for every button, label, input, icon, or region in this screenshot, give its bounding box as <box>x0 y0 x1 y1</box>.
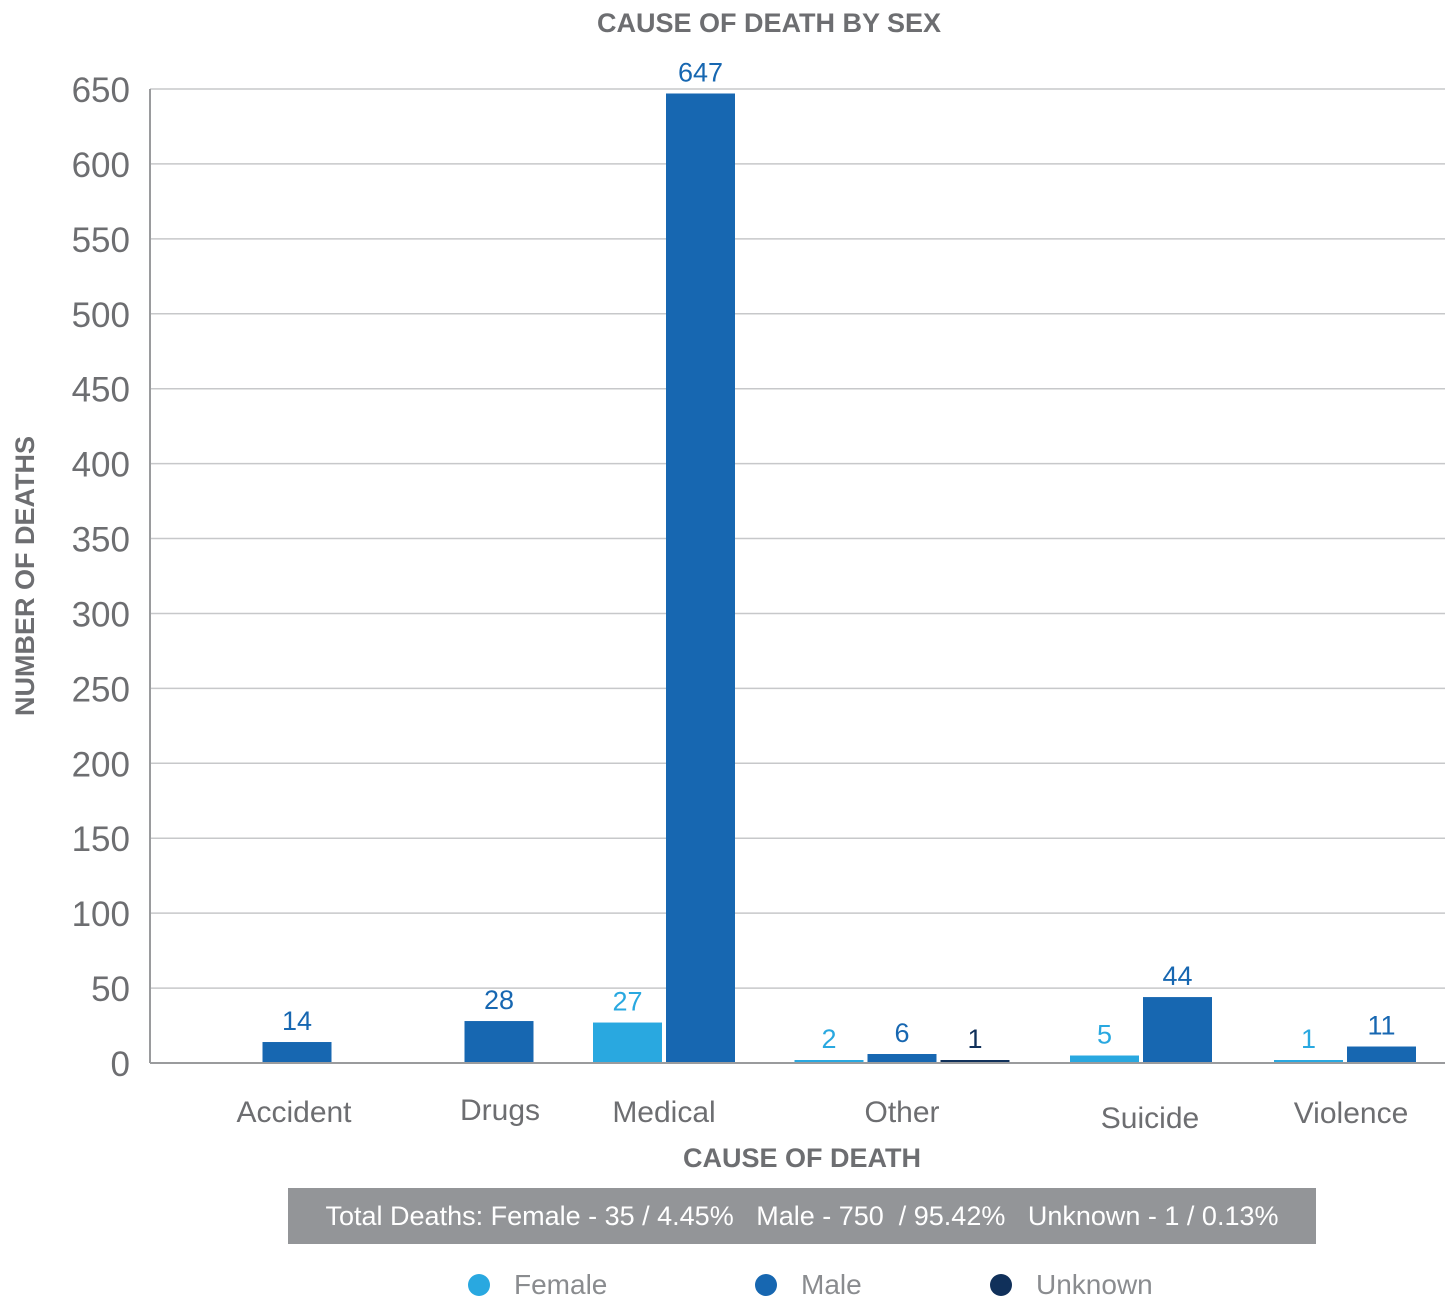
y-tick-label: 250 <box>72 670 130 709</box>
x-tick-label: Suicide <box>1101 1102 1199 1135</box>
legend-label-male: Male <box>801 1269 862 1300</box>
x-axis-ticks: Accident Drugs Medical Other Suicide Violence <box>236 1094 1408 1135</box>
legend-label-unknown: Unknown <box>1036 1269 1153 1300</box>
bar-male-medical <box>666 93 735 1064</box>
y-tick-label: 500 <box>72 296 130 335</box>
data-label: 28 <box>484 985 514 1015</box>
data-label: 6 <box>894 1018 909 1048</box>
bar-female-other <box>794 1060 864 1063</box>
data-label: 1 <box>967 1024 982 1054</box>
bar-female-suicide <box>1070 1055 1139 1063</box>
data-label: 1 <box>1301 1024 1316 1054</box>
x-tick-label: Drugs <box>460 1094 540 1127</box>
y-tick-label: 650 <box>72 71 130 110</box>
x-tick-label: Violence <box>1294 1097 1409 1130</box>
legend: Female Male Unknown <box>0 1269 1452 1300</box>
bar-male-suicide <box>1143 997 1212 1063</box>
y-tick-label: 200 <box>72 745 130 784</box>
chart: CAUSE OF DEATH BY SEX 0 50 100 150 200 250 300… <box>10 8 1445 1173</box>
y-tick-label: 350 <box>72 521 130 560</box>
data-label: 27 <box>612 987 642 1017</box>
bar-female-violence <box>1274 1060 1343 1063</box>
legend-item-female: Female <box>468 1269 608 1300</box>
x-tick-label: Other <box>864 1096 939 1129</box>
y-tick-label: 550 <box>72 221 130 260</box>
gridlines <box>150 88 1445 989</box>
x-tick-label: Accident <box>236 1096 352 1129</box>
legend-item-unknown: Unknown <box>990 1269 1153 1300</box>
x-axis-title: CAUSE OF DEATH <box>683 1143 921 1173</box>
bar-female-medical <box>593 1022 662 1063</box>
y-tick-label: 150 <box>72 820 130 859</box>
data-label: 11 <box>1367 1011 1395 1041</box>
chart-title: CAUSE OF DEATH BY SEX <box>597 8 941 38</box>
y-tick-label: 400 <box>72 446 130 485</box>
bar-male-accident <box>262 1042 332 1063</box>
female-swatch-icon <box>468 1274 490 1296</box>
y-tick-label: 300 <box>72 595 130 634</box>
bars <box>262 93 1416 1064</box>
y-axis-ticks: 0 50 100 150 200 250 300 350 400 450 500 550 600 650 <box>72 71 130 1084</box>
legend-label-female: Female <box>514 1269 608 1300</box>
y-tick-label: 450 <box>72 371 130 410</box>
data-label: 647 <box>678 57 723 87</box>
bar-unknown-other <box>940 1060 1010 1063</box>
legend-item-male: Male <box>755 1269 862 1300</box>
y-tick-label: 0 <box>111 1045 130 1084</box>
bar-male-violence <box>1347 1046 1416 1063</box>
y-tick-label: 600 <box>72 146 130 185</box>
bar-male-drugs <box>464 1021 534 1063</box>
total-deaths-summary: Total Deaths: Female - 35 / 4.45% Male -… <box>288 1188 1316 1244</box>
unknown-swatch-icon <box>990 1274 1012 1296</box>
data-label: 44 <box>1162 961 1192 991</box>
data-label: 5 <box>1097 1020 1112 1050</box>
x-tick-label: Medical <box>612 1096 715 1129</box>
data-label: 14 <box>282 1006 312 1036</box>
y-tick-label: 100 <box>72 895 130 934</box>
y-tick-label: 50 <box>91 970 130 1009</box>
bar-male-other <box>867 1054 937 1063</box>
y-axis-title: NUMBER OF DEATHS <box>10 436 40 716</box>
data-label: 2 <box>821 1024 836 1054</box>
male-swatch-icon <box>755 1274 777 1296</box>
